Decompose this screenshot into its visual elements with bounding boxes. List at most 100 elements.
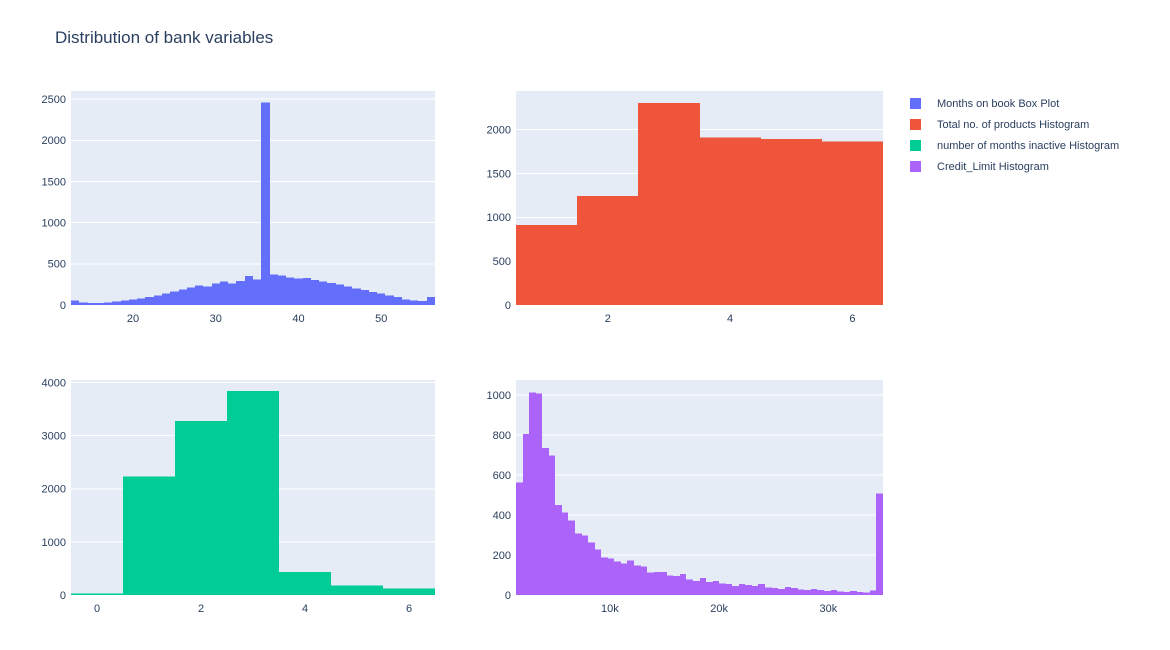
histogram-bar[interactable] <box>595 549 601 595</box>
histogram-bar[interactable] <box>686 579 693 595</box>
histogram-bar[interactable] <box>245 276 253 305</box>
histogram-bar[interactable] <box>817 590 824 595</box>
histogram-bar[interactable] <box>220 281 228 305</box>
histogram-bar[interactable] <box>863 592 870 595</box>
histogram-bar[interactable] <box>870 590 876 595</box>
histogram-bar[interactable] <box>706 582 713 595</box>
histogram-bar[interactable] <box>121 300 129 305</box>
histogram-bar[interactable] <box>667 575 673 595</box>
histogram-bar[interactable] <box>850 591 857 595</box>
histogram-bar[interactable] <box>555 505 562 595</box>
histogram-bar[interactable] <box>601 557 608 595</box>
histogram-bar[interactable] <box>536 393 542 595</box>
histogram-bar[interactable] <box>700 137 761 305</box>
histogram-bar[interactable] <box>641 566 647 595</box>
histogram-bar[interactable] <box>294 278 303 305</box>
histogram-bar[interactable] <box>876 493 883 595</box>
histogram-bar[interactable] <box>680 574 686 595</box>
histogram-bar[interactable] <box>394 297 402 305</box>
histogram-bar[interactable] <box>261 102 270 305</box>
histogram-bar[interactable] <box>577 195 638 305</box>
histogram-bar[interactable] <box>383 588 435 595</box>
histogram-bar[interactable] <box>614 561 621 595</box>
histogram-bar[interactable] <box>562 512 568 595</box>
bars-group[interactable] <box>71 390 435 595</box>
histogram-bar[interactable] <box>673 576 680 595</box>
histogram-bar[interactable] <box>175 420 227 595</box>
histogram-bar[interactable] <box>361 290 369 305</box>
histogram-bar[interactable] <box>327 282 336 305</box>
histogram-bar[interactable] <box>170 291 179 305</box>
histogram-bar[interactable] <box>700 578 706 595</box>
histogram-bar[interactable] <box>187 287 195 305</box>
histogram-bar[interactable] <box>427 297 435 305</box>
histogram-bar[interactable] <box>71 300 79 305</box>
histogram-bar[interactable] <box>758 584 765 595</box>
histogram-bar[interactable] <box>385 295 394 305</box>
histogram-bar[interactable] <box>804 589 811 595</box>
subplot-months-on-book[interactable]: 0 500 1000 1500 2000 2500 20 30 40 50 <box>11 79 447 335</box>
histogram-bar[interactable] <box>568 520 575 595</box>
histogram-bar[interactable] <box>516 482 523 595</box>
histogram-bar[interactable] <box>369 291 377 305</box>
histogram-bar[interactable] <box>303 277 311 305</box>
histogram-bar[interactable] <box>112 301 121 305</box>
histogram-bar[interactable] <box>352 288 361 305</box>
histogram-bar[interactable] <box>331 585 383 595</box>
histogram-bar[interactable] <box>253 279 261 305</box>
legend-item[interactable]: Credit_Limit Histogram <box>910 156 1119 177</box>
histogram-bar[interactable] <box>336 284 344 305</box>
histogram-bar[interactable] <box>270 274 278 305</box>
histogram-bar[interactable] <box>765 587 772 595</box>
histogram-bar[interactable] <box>608 558 614 595</box>
histogram-bar[interactable] <box>402 299 410 305</box>
histogram-bar[interactable] <box>654 571 660 595</box>
histogram-bar[interactable] <box>154 295 162 305</box>
histogram-bar[interactable] <box>542 448 549 595</box>
histogram-bar[interactable] <box>529 392 536 595</box>
histogram-bar[interactable] <box>745 585 752 595</box>
histogram-bar[interactable] <box>588 542 595 595</box>
histogram-bar[interactable] <box>123 476 175 595</box>
legend-item[interactable]: Total no. of products Histogram <box>910 114 1119 135</box>
histogram-bar[interactable] <box>647 572 654 595</box>
histogram-bar[interactable] <box>844 591 850 595</box>
subplot-credit-limit[interactable]: 0 200 400 600 800 1000 10k 20k 30k <box>456 368 895 625</box>
histogram-bar[interactable] <box>516 225 577 305</box>
histogram-bar[interactable] <box>575 533 582 595</box>
histogram-bar[interactable] <box>311 279 319 305</box>
histogram-bar[interactable] <box>410 300 418 305</box>
legend-item[interactable]: Months on book Box Plot <box>910 93 1119 114</box>
histogram-bar[interactable] <box>726 584 732 595</box>
histogram-bar[interactable] <box>693 581 700 595</box>
histogram-bar[interactable] <box>145 296 154 305</box>
histogram-bar[interactable] <box>549 455 555 595</box>
histogram-bar[interactable] <box>660 572 667 595</box>
histogram-bar[interactable] <box>719 583 726 595</box>
bars-group[interactable] <box>71 102 435 305</box>
subplot-months-inactive[interactable]: 0 1000 2000 3000 4000 0 2 4 6 <box>11 368 447 625</box>
histogram-bar[interactable] <box>129 299 137 305</box>
histogram-bar[interactable] <box>785 587 791 595</box>
histogram-bar[interactable] <box>179 289 187 305</box>
histogram-bar[interactable] <box>582 535 588 595</box>
histogram-bar[interactable] <box>236 280 245 305</box>
histogram-bar[interactable] <box>88 303 96 305</box>
histogram-bar[interactable] <box>638 102 700 305</box>
histogram-bar[interactable] <box>752 586 758 595</box>
histogram-bar[interactable] <box>713 581 719 595</box>
histogram-bar[interactable] <box>824 591 831 595</box>
histogram-bar[interactable] <box>798 589 804 595</box>
histogram-bar[interactable] <box>79 302 88 305</box>
histogram-bar[interactable] <box>418 301 427 305</box>
histogram-bar[interactable] <box>761 139 822 305</box>
histogram-bar[interactable] <box>344 286 352 305</box>
subplot-total-products[interactable]: 0 500 1000 1500 2000 2 4 6 <box>456 79 895 335</box>
histogram-bar[interactable] <box>739 584 745 595</box>
histogram-bar[interactable] <box>71 593 123 595</box>
histogram-bar[interactable] <box>627 560 634 595</box>
histogram-bar[interactable] <box>778 589 785 595</box>
legend-item[interactable]: number of months inactive Histogram <box>910 135 1119 156</box>
histogram-bar[interactable] <box>278 275 286 305</box>
bars-group[interactable] <box>516 102 883 305</box>
